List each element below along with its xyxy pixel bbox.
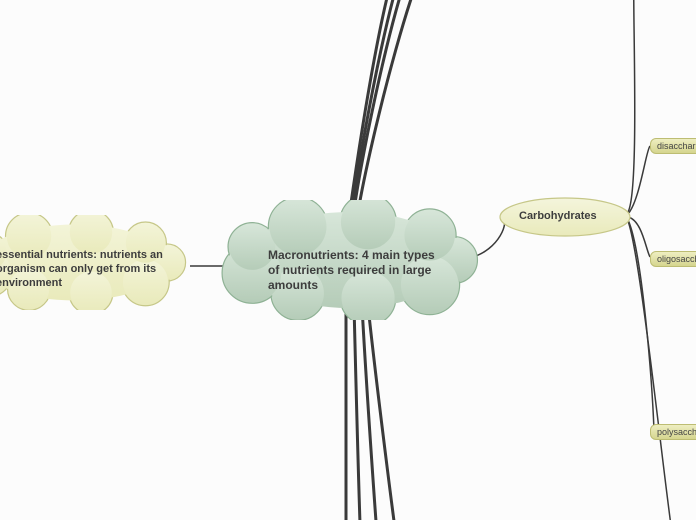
chip-label: polysaccharide	[657, 427, 696, 437]
chip-disaccharide[interactable]: disaccharide	[650, 138, 696, 154]
chip-label: disaccharide	[657, 141, 696, 151]
mindmap-canvas: essential nutrients: nutrients an organi…	[0, 0, 696, 520]
chip-oligosaccharide[interactable]: oligosaccharide	[650, 251, 696, 267]
node-carbohydrates-label: Carbohydrates	[519, 210, 597, 224]
node-macronutrients-label: Macronutrients: 4 main types of nutrient…	[268, 248, 443, 293]
chip-polysaccharide[interactable]: polysaccharide	[650, 424, 696, 440]
node-essential-nutrients-label: essential nutrients: nutrients an organi…	[0, 249, 171, 290]
chip-label: oligosaccharide	[657, 254, 696, 264]
